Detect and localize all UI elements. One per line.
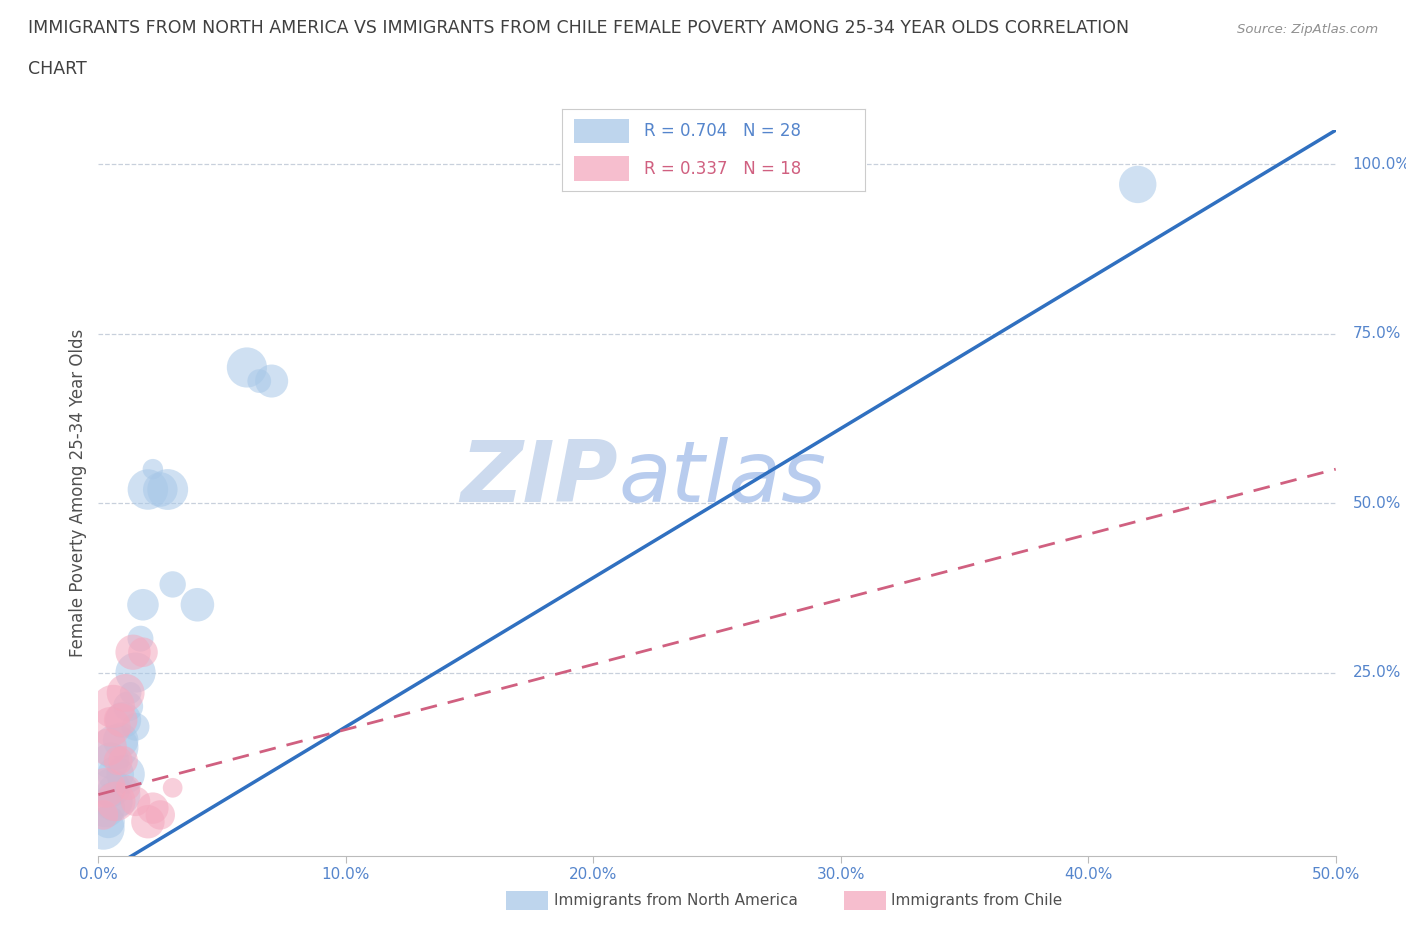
Point <box>156 482 179 497</box>
Point <box>120 685 142 700</box>
Point <box>103 794 125 809</box>
Point <box>107 787 129 802</box>
Point <box>104 739 127 754</box>
Point <box>110 712 132 727</box>
Point <box>149 807 172 822</box>
Point <box>112 753 135 768</box>
Point <box>149 482 172 497</box>
Point <box>114 767 136 782</box>
Y-axis label: Female Poverty Among 25-34 Year Olds: Female Poverty Among 25-34 Year Olds <box>69 329 87 657</box>
Text: atlas: atlas <box>619 437 827 520</box>
Text: 75.0%: 75.0% <box>1353 326 1400 341</box>
Point <box>114 685 136 700</box>
Point <box>93 821 115 836</box>
Point <box>100 753 122 768</box>
Point <box>104 767 127 782</box>
Text: 25.0%: 25.0% <box>1353 665 1400 680</box>
Point <box>236 360 259 375</box>
Point <box>162 780 184 795</box>
Point <box>129 631 152 646</box>
Point <box>260 374 283 389</box>
Point <box>110 733 132 748</box>
Point <box>107 753 129 768</box>
Point <box>142 801 165 816</box>
Point <box>124 794 146 809</box>
Point <box>100 780 122 795</box>
Point <box>97 815 120 830</box>
Text: IMMIGRANTS FROM NORTH AMERICA VS IMMIGRANTS FROM CHILE FEMALE POVERTY AMONG 25-3: IMMIGRANTS FROM NORTH AMERICA VS IMMIGRA… <box>28 19 1129 36</box>
Point <box>117 780 139 795</box>
Point <box>103 699 125 714</box>
Text: 100.0%: 100.0% <box>1353 156 1406 172</box>
Point <box>124 665 146 680</box>
Point <box>142 461 165 476</box>
Point <box>136 815 159 830</box>
Point <box>117 699 139 714</box>
Text: 50.0%: 50.0% <box>1353 496 1400 511</box>
Point <box>94 780 117 795</box>
Text: Immigrants from Chile: Immigrants from Chile <box>891 893 1063 908</box>
Point <box>97 739 120 754</box>
Text: CHART: CHART <box>28 60 87 78</box>
Point <box>132 644 155 659</box>
Text: Source: ZipAtlas.com: Source: ZipAtlas.com <box>1237 23 1378 36</box>
Text: ZIP: ZIP <box>460 437 619 520</box>
Point <box>122 644 145 659</box>
Point <box>247 374 270 389</box>
Point <box>100 719 122 734</box>
Point <box>124 719 146 734</box>
Bar <box>575 156 628 180</box>
Point <box>132 597 155 612</box>
Point <box>136 482 159 497</box>
Point <box>93 807 115 822</box>
Point <box>112 712 135 727</box>
Point <box>162 577 184 591</box>
Point <box>94 801 117 816</box>
Point <box>186 597 208 612</box>
Point <box>104 794 127 809</box>
Point <box>1126 177 1149 192</box>
Bar <box>575 119 628 143</box>
Text: R = 0.337   N = 18: R = 0.337 N = 18 <box>644 160 801 178</box>
Text: R = 0.704   N = 28: R = 0.704 N = 28 <box>644 122 801 140</box>
Text: Immigrants from North America: Immigrants from North America <box>554 893 797 908</box>
